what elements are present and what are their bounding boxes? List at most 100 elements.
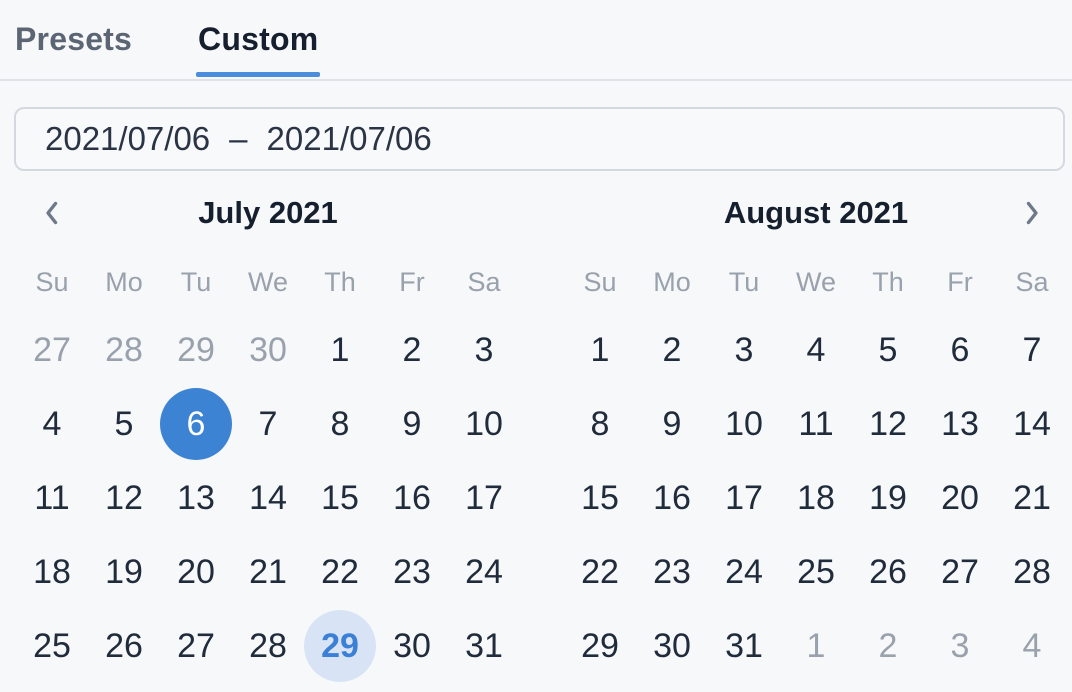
- day-cell[interactable]: 28: [88, 313, 160, 387]
- day-cell[interactable]: 25: [780, 535, 852, 609]
- day-cell[interactable]: 2: [636, 313, 708, 387]
- day-cell[interactable]: 26: [852, 535, 924, 609]
- day-number: 1: [806, 626, 826, 665]
- day-number: 3: [734, 330, 754, 369]
- day-cell[interactable]: 12: [852, 387, 924, 461]
- day-cell[interactable]: 11: [780, 387, 852, 461]
- day-cell[interactable]: 1: [780, 609, 852, 683]
- day-cell[interactable]: 2: [852, 609, 924, 683]
- day-number: 2: [662, 330, 682, 369]
- day-cell[interactable]: 28: [996, 535, 1068, 609]
- day-number: 14: [249, 478, 287, 517]
- day-name-label: Sa: [1015, 266, 1049, 297]
- day-number: 18: [33, 552, 71, 591]
- day-cell[interactable]: 17: [448, 461, 520, 535]
- prev-month-button[interactable]: [16, 190, 88, 236]
- day-cell[interactable]: 17: [708, 461, 780, 535]
- day-cell[interactable]: 21: [232, 535, 304, 609]
- day-cell[interactable]: 23: [636, 535, 708, 609]
- day-cell[interactable]: 20: [924, 461, 996, 535]
- day-number: 23: [653, 552, 691, 591]
- day-cell[interactable]: 22: [304, 535, 376, 609]
- day-cell[interactable]: 14: [232, 461, 304, 535]
- day-grid: 27 28 29 30 1 2 3 4 5 6 7 8 9 10 11 12 13 14 15 16 17 18 19 20 2…: [16, 313, 520, 683]
- tab-presets[interactable]: Presets: [15, 21, 133, 57]
- day-number: 10: [725, 404, 763, 443]
- day-number: 13: [941, 404, 979, 443]
- day-cell[interactable]: 15: [564, 461, 636, 535]
- day-cell[interactable]: 16: [636, 461, 708, 535]
- day-cell[interactable]: 12: [88, 461, 160, 535]
- day-name-label: We: [795, 266, 836, 297]
- day-cell[interactable]: 31: [708, 609, 780, 683]
- day-cell[interactable]: 20: [160, 535, 232, 609]
- day-number: 14: [1013, 404, 1051, 443]
- day-cell[interactable]: 29: [564, 609, 636, 683]
- day-cell[interactable]: 21: [996, 461, 1068, 535]
- day-cell[interactable]: 1: [304, 313, 376, 387]
- day-grid: 1 2 3 4 5 6 7 8 9 10 11 12 13 14 15 16 17 18 19 20 21 22 23 24 2…: [564, 313, 1068, 683]
- day-cell[interactable]: 19: [852, 461, 924, 535]
- day-cell[interactable]: 4: [996, 609, 1068, 683]
- day-cell[interactable]: 3: [708, 313, 780, 387]
- day-cell[interactable]: 26: [88, 609, 160, 683]
- day-cell[interactable]: 9: [376, 387, 448, 461]
- day-cell[interactable]: 27: [924, 535, 996, 609]
- day-cell[interactable]: 30: [232, 313, 304, 387]
- day-cell[interactable]: 31: [448, 609, 520, 683]
- day-cell[interactable]: 7: [232, 387, 304, 461]
- day-cell[interactable]: 25: [16, 609, 88, 683]
- chevron-right-icon: [1026, 201, 1038, 225]
- day-cell[interactable]: 23: [376, 535, 448, 609]
- range-end-value: 2021/07/06: [266, 120, 432, 157]
- date-range-input[interactable]: 2021/07/06 – 2021/07/06: [14, 107, 1065, 171]
- day-number: 3: [474, 330, 494, 369]
- day-cell[interactable]: 30: [636, 609, 708, 683]
- month-title: August 2021: [723, 195, 909, 230]
- day-cell[interactable]: 19: [88, 535, 160, 609]
- day-cell[interactable]: 5: [852, 313, 924, 387]
- day-cell[interactable]: 3: [448, 313, 520, 387]
- day-cell[interactable]: 27: [16, 313, 88, 387]
- day-cell[interactable]: 9: [636, 387, 708, 461]
- day-cell[interactable]: 7: [996, 313, 1068, 387]
- day-cell[interactable]: 8: [304, 387, 376, 461]
- day-cell[interactable]: 2: [376, 313, 448, 387]
- day-cell[interactable]: 30: [376, 609, 448, 683]
- day-cell[interactable]: 4: [780, 313, 852, 387]
- day-number: 4: [1022, 626, 1042, 665]
- day-cell[interactable]: 14: [996, 387, 1068, 461]
- day-cell[interactable]: 10: [708, 387, 780, 461]
- day-number: 18: [797, 478, 835, 517]
- day-cell[interactable]: 11: [16, 461, 88, 535]
- day-cell[interactable]: 24: [708, 535, 780, 609]
- day-cell[interactable]: 16: [376, 461, 448, 535]
- day-number: 6: [160, 388, 232, 460]
- day-cell[interactable]: 13: [160, 461, 232, 535]
- day-name-label: Su: [35, 266, 69, 297]
- day-cell[interactable]: 18: [16, 535, 88, 609]
- day-cell[interactable]: 22: [564, 535, 636, 609]
- day-cell[interactable]: 28: [232, 609, 304, 683]
- day-cell[interactable]: 13: [924, 387, 996, 461]
- day-cell[interactable]: 6: [924, 313, 996, 387]
- day-number: 30: [249, 330, 287, 369]
- day-number: 29: [177, 330, 215, 369]
- day-cell[interactable]: 5: [88, 387, 160, 461]
- tab-custom[interactable]: Custom: [196, 0, 321, 79]
- day-cell[interactable]: 29: [304, 609, 376, 683]
- day-cell[interactable]: 29: [160, 313, 232, 387]
- day-number: 9: [402, 404, 422, 443]
- day-number: 26: [105, 626, 143, 665]
- next-month-button[interactable]: [996, 190, 1068, 236]
- day-cell[interactable]: 8: [564, 387, 636, 461]
- day-cell[interactable]: 24: [448, 535, 520, 609]
- day-cell[interactable]: 4: [16, 387, 88, 461]
- day-cell[interactable]: 6: [160, 387, 232, 461]
- day-cell[interactable]: 10: [448, 387, 520, 461]
- day-cell[interactable]: 15: [304, 461, 376, 535]
- day-cell[interactable]: 1: [564, 313, 636, 387]
- day-cell[interactable]: 27: [160, 609, 232, 683]
- day-cell[interactable]: 18: [780, 461, 852, 535]
- day-cell[interactable]: 3: [924, 609, 996, 683]
